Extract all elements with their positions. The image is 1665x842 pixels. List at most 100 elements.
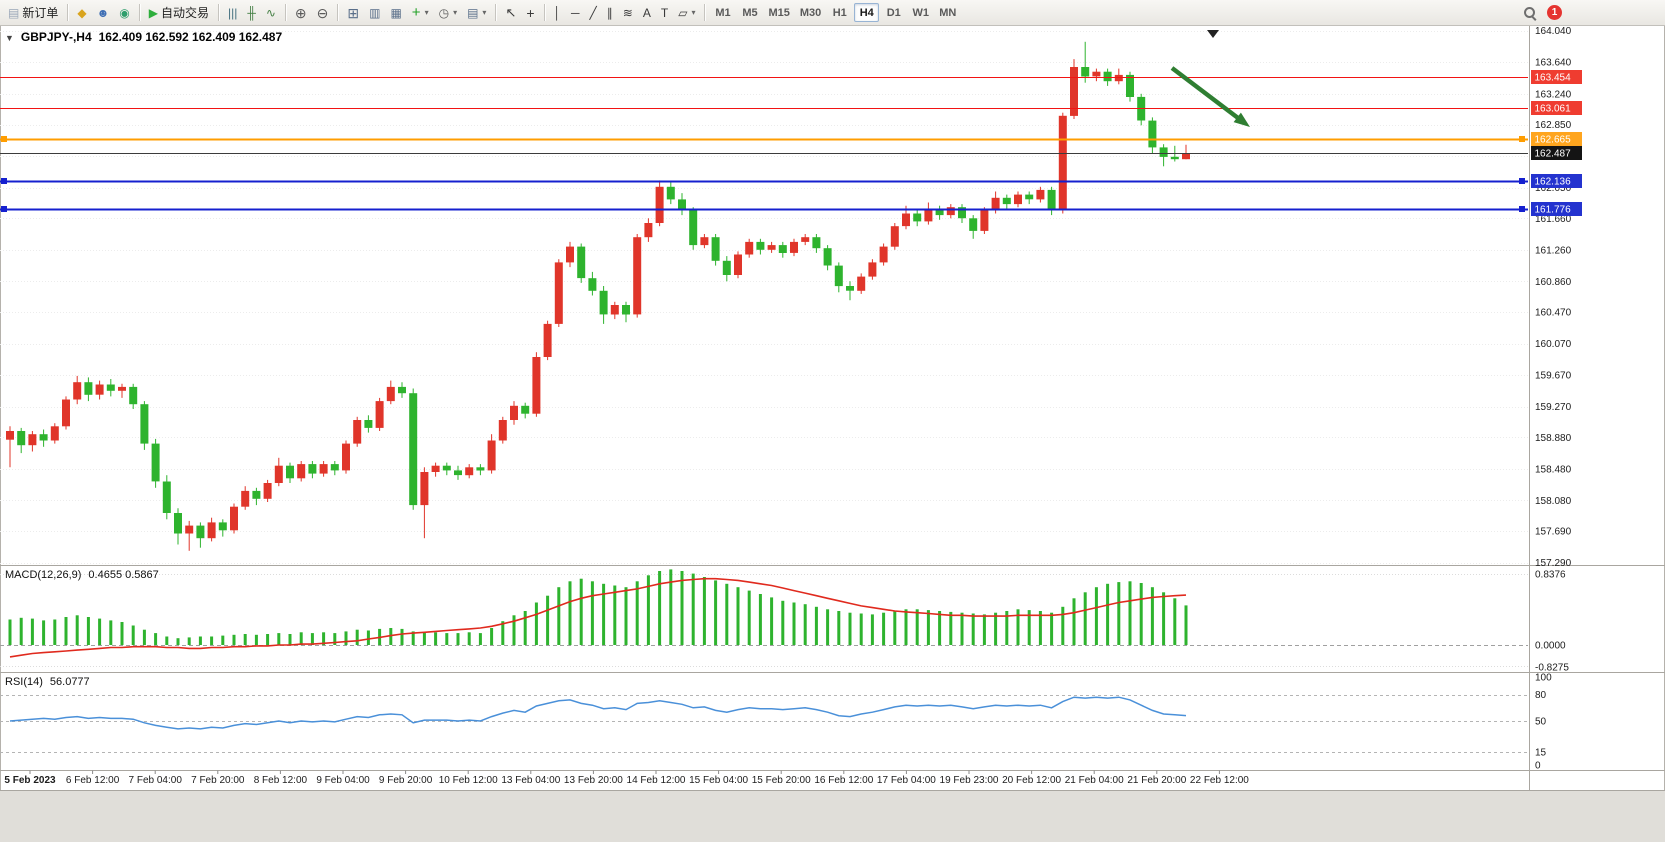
candle-body	[711, 237, 720, 261]
timeframe-h1-button[interactable]: H1	[827, 3, 852, 22]
rsi-indicator-value: 56.0777	[49, 676, 90, 688]
time-axis-label: 19 Feb 23:00	[940, 775, 999, 786]
annotation-arrow[interactable]	[1170, 66, 1244, 123]
auto-trading-button[interactable]: ▶ 自动交易	[144, 2, 214, 24]
gold-tool-button[interactable]: ◆	[72, 2, 91, 24]
blue-support-line-upper-anchor[interactable]	[1519, 178, 1525, 184]
candle-body	[39, 434, 48, 441]
cascade-windows-icon: ▥	[369, 5, 381, 20]
toolbar-separator	[337, 4, 339, 21]
blue-support-line-upper-price-tag-label: 162.136	[1535, 177, 1572, 188]
arrange-windows-button[interactable]: ▦	[385, 2, 406, 24]
macd-histogram-bar	[131, 625, 135, 645]
timeframe-m1-button[interactable]: M1	[710, 3, 735, 22]
macd-histogram-bar	[792, 602, 796, 645]
candle-body	[577, 246, 586, 279]
zoom-in-button[interactable]: ⊕	[290, 2, 312, 24]
timeframe-m30-button[interactable]: M30	[796, 3, 825, 22]
vertical-line-tool-button[interactable]: │	[549, 2, 567, 24]
vertical-line-icon: │	[553, 5, 562, 20]
timeframe-mn-button[interactable]: MN	[935, 3, 960, 22]
cascade-windows-button[interactable]: ▥	[364, 2, 385, 24]
community-tool-button[interactable]: ☻	[92, 2, 115, 24]
timeframe-h4-button[interactable]: H4	[854, 3, 880, 22]
price-axis-tick: 162.850	[1535, 120, 1572, 131]
new-order-button[interactable]: ▤ 新订单	[3, 2, 63, 24]
macd-signal-line	[9, 577, 1187, 658]
candlestick-mode-button[interactable]: ╫	[242, 2, 261, 24]
tile-windows-button[interactable]: ⊞	[342, 2, 364, 24]
candle-body	[1114, 74, 1123, 82]
timeframe-m15-button[interactable]: M15	[764, 3, 793, 22]
candle-body	[375, 401, 384, 428]
chart-title: ▼ GBPJPY-,H4 162.409 162.592 162.409 162…	[5, 30, 282, 44]
orange-level-line-price-tag-label: 162.665	[1535, 135, 1572, 146]
candle-body	[1103, 71, 1112, 82]
timeframe-w1-button[interactable]: W1	[908, 3, 933, 22]
chart-symbol-period: GBPJPY-,H4	[20, 30, 92, 44]
candle-body	[734, 254, 742, 275]
period-button[interactable]: ◷ ▾	[434, 2, 463, 24]
timeframe-d1-button[interactable]: D1	[881, 3, 906, 22]
price-axis-tick: 157.290	[1535, 558, 1572, 569]
macd-histogram-bar	[803, 604, 807, 645]
candle-body	[230, 506, 238, 531]
candle-body	[1126, 74, 1134, 97]
price-axis-tick: 164.040	[1535, 26, 1572, 37]
macd-histogram-bar	[322, 632, 326, 646]
label-tool-button[interactable]: T	[656, 2, 673, 24]
cursor-tool-button[interactable]: ↖	[500, 2, 521, 24]
trendline-tool-button[interactable]: ╱	[585, 2, 602, 24]
bar-chart-mode-button[interactable]: |||	[223, 2, 242, 24]
candle-body	[790, 241, 798, 253]
zoom-out-button[interactable]: ⊖	[312, 2, 334, 24]
timeframe-m5-button[interactable]: M5	[737, 3, 762, 22]
macd-histogram-bar	[826, 609, 830, 645]
line-chart-mode-button[interactable]: ∿	[261, 2, 281, 24]
time-axis[interactable]: 5 Feb 2023 6 Feb 12:00 7 Feb 04:00 7 Feb 20…	[4, 770, 1249, 787]
add-indicator-button[interactable]: + ▾	[407, 2, 434, 24]
market-tool-button[interactable]: ◉	[114, 2, 134, 24]
blue-support-line-lower-anchor[interactable]	[1, 206, 7, 212]
horizontal-line-tool-button[interactable]: ─	[566, 2, 585, 24]
macd-histogram-bar	[1162, 592, 1166, 645]
price-axis-tick: 163.240	[1535, 89, 1572, 100]
notification-badge[interactable]: 1	[1547, 5, 1562, 20]
template-icon: ▤	[467, 5, 479, 20]
macd-histogram-bar	[870, 614, 874, 645]
price-axis-tick: 161.660	[1535, 214, 1572, 225]
macd-histogram-bar	[1173, 598, 1177, 646]
text-tool-button[interactable]: A	[638, 2, 656, 24]
price-axis-tick: 159.670	[1535, 371, 1572, 382]
template-button[interactable]: ▤ ▾	[462, 2, 491, 24]
channel-tool-button[interactable]: ∥	[602, 2, 618, 24]
macd-histogram-bar	[512, 615, 516, 646]
macd-histogram-bar	[1128, 581, 1132, 646]
candle-body	[342, 443, 350, 471]
candle-body	[946, 207, 955, 216]
zoom-in-icon: ⊕	[294, 4, 307, 21]
plus-icon: +	[411, 4, 421, 21]
blue-support-line-lower-anchor[interactable]	[1519, 206, 1525, 212]
macd-histogram-bar	[915, 609, 919, 645]
candle-body	[465, 467, 474, 476]
chart-shift-marker-icon[interactable]	[1207, 30, 1219, 38]
candle-body	[610, 305, 619, 315]
macd-indicator-values: 0.4655 0.5867	[88, 569, 159, 581]
orange-level-line-anchor[interactable]	[1, 136, 7, 142]
shapes-tool-button[interactable]: ▱ ▾	[673, 2, 700, 24]
candle-body	[431, 465, 440, 472]
crosshair-tool-button[interactable]: +	[521, 2, 539, 24]
rsi-indicator-label: RSI(14) 56.0777	[5, 676, 90, 688]
candle-body	[162, 481, 171, 513]
search-button[interactable]	[1519, 2, 1541, 24]
blue-support-line-upper-anchor[interactable]	[1, 178, 7, 184]
macd-histogram-bar	[702, 577, 706, 645]
price-axis[interactable]: 164.040163.640163.240162.850162.450162.0…	[1531, 26, 1582, 772]
collapse-chart-icon[interactable]: ▼	[5, 33, 14, 43]
price-axis-tick: 163.640	[1535, 58, 1572, 69]
horizontal-line-icon: ─	[571, 5, 580, 20]
fibonacci-tool-button[interactable]: ≋	[618, 2, 638, 24]
orange-level-line-anchor[interactable]	[1519, 136, 1525, 142]
